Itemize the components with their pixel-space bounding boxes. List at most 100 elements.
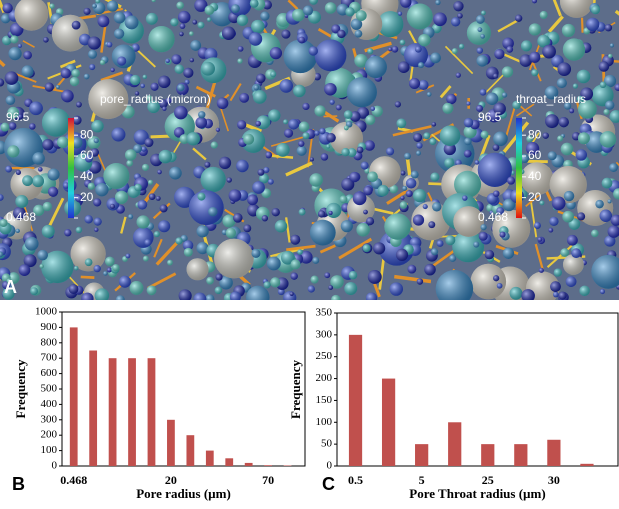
pore-shade bbox=[21, 65, 34, 78]
plot-frame bbox=[336, 312, 619, 467]
pore-shade bbox=[236, 159, 249, 173]
pore-shade bbox=[64, 229, 72, 237]
pore-shade bbox=[110, 203, 116, 209]
x-tick-label: 70 bbox=[262, 473, 274, 487]
pore-shade bbox=[134, 183, 142, 192]
pore-shade bbox=[283, 39, 318, 74]
pore-shade bbox=[563, 102, 572, 110]
colorbar-tick-label: 0.468 bbox=[6, 210, 36, 224]
pore-shade bbox=[41, 250, 74, 284]
pore-shade bbox=[5, 165, 12, 173]
pore-shade bbox=[4, 71, 19, 85]
pore-shade bbox=[558, 116, 569, 128]
pore-shade bbox=[55, 85, 60, 90]
pore-shade bbox=[422, 204, 428, 210]
pore-shade bbox=[551, 196, 566, 211]
pore-shade bbox=[179, 23, 186, 29]
pore-shade bbox=[507, 176, 516, 185]
pore-shade bbox=[144, 239, 152, 247]
pore-shade bbox=[147, 100, 160, 114]
bar bbox=[415, 444, 429, 466]
pore-shade bbox=[6, 278, 12, 284]
y-tick-label: 100 bbox=[41, 444, 58, 456]
pore-shade bbox=[197, 192, 206, 201]
pore-shade bbox=[279, 79, 293, 93]
pore-shade bbox=[117, 56, 127, 66]
pore-shade bbox=[493, 275, 500, 282]
pore-shade bbox=[69, 76, 80, 87]
pore-shade bbox=[341, 147, 350, 157]
pore-shade bbox=[578, 99, 597, 119]
pore-shade bbox=[595, 199, 604, 209]
pore-shade bbox=[557, 62, 572, 76]
pore-shade bbox=[150, 82, 159, 91]
pore-shade bbox=[194, 0, 208, 12]
pore-shade bbox=[32, 152, 45, 165]
pore-shade bbox=[90, 148, 99, 157]
pore-shade bbox=[43, 37, 49, 43]
y-tick-label: 200 bbox=[316, 372, 333, 384]
pore-shade bbox=[76, 101, 82, 108]
pore-shade bbox=[106, 0, 119, 12]
throat bbox=[525, 192, 542, 208]
pore-shade bbox=[526, 135, 533, 143]
y-tick-label: 500 bbox=[41, 383, 58, 395]
pore-shade bbox=[103, 163, 130, 189]
pore-shade bbox=[537, 237, 543, 242]
pore-shade bbox=[329, 99, 335, 105]
pore-shade bbox=[377, 185, 389, 197]
pore-shade bbox=[10, 35, 19, 44]
pore-shade bbox=[151, 0, 156, 3]
pore-shade bbox=[603, 108, 610, 115]
colorbar-tick-label: 40 bbox=[528, 169, 542, 183]
pore-shade bbox=[206, 276, 214, 285]
bar bbox=[108, 358, 117, 466]
pore-shade bbox=[298, 36, 306, 44]
pore-shade bbox=[290, 272, 298, 280]
throat bbox=[285, 161, 313, 177]
pore-shade bbox=[577, 132, 590, 145]
pore-shade bbox=[158, 75, 171, 89]
pore-shade bbox=[562, 38, 586, 61]
pore-shade bbox=[189, 57, 195, 63]
y-tick-label: 0 bbox=[327, 460, 333, 472]
pore-shade bbox=[225, 227, 237, 239]
pore-shade bbox=[256, 73, 266, 84]
colorbar-tick-label: 60 bbox=[528, 148, 542, 162]
pore-shade bbox=[599, 289, 606, 295]
pore-shade bbox=[477, 27, 483, 33]
throat bbox=[439, 85, 452, 99]
pore-shade bbox=[302, 102, 310, 111]
pore-shade bbox=[545, 114, 559, 129]
throat bbox=[229, 82, 242, 102]
pore-shade bbox=[71, 20, 81, 30]
pore-shade bbox=[309, 157, 314, 162]
pore-shade bbox=[83, 73, 90, 80]
pore-shade bbox=[326, 133, 336, 143]
colorbar-tick-label: 96.5 bbox=[478, 110, 502, 124]
pore-shade bbox=[288, 118, 299, 130]
pore-shade bbox=[169, 166, 182, 180]
pore-shade bbox=[476, 55, 489, 67]
pore-shade bbox=[354, 29, 363, 38]
pore-shade bbox=[444, 157, 455, 168]
colorbar-title: throat_radius bbox=[516, 92, 586, 106]
throat bbox=[534, 243, 544, 271]
pore-shade bbox=[367, 48, 374, 55]
pore-shade bbox=[557, 135, 564, 142]
throat bbox=[270, 134, 310, 147]
pore-shade bbox=[148, 193, 156, 200]
pore-shade bbox=[49, 3, 55, 9]
pore-shade bbox=[112, 264, 120, 272]
pore-shade bbox=[576, 95, 584, 103]
pore-shade bbox=[455, 72, 461, 78]
x-tick-label: 25 bbox=[482, 473, 494, 487]
pore-shade bbox=[484, 249, 495, 260]
pore-shade bbox=[331, 24, 341, 34]
pore-shade bbox=[409, 78, 421, 90]
pore-shade bbox=[84, 215, 93, 224]
bar bbox=[514, 444, 528, 466]
pore-shade bbox=[175, 237, 183, 245]
pore-shade bbox=[247, 194, 259, 206]
pore-shade bbox=[480, 34, 485, 39]
